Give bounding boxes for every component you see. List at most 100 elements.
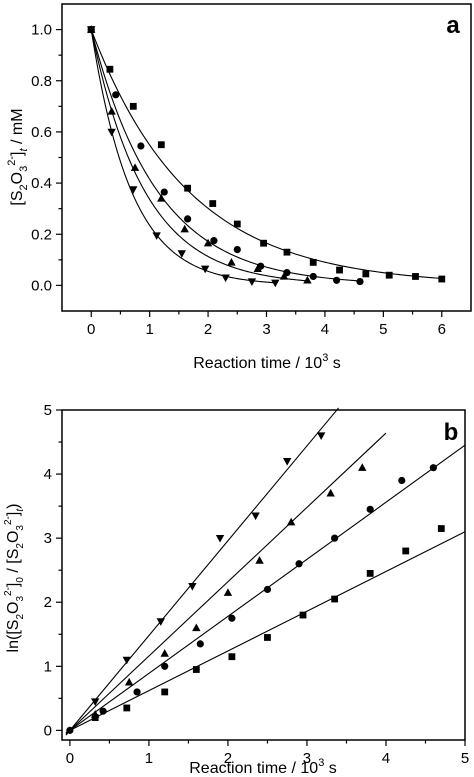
panel-a-point-circle	[233, 246, 241, 254]
panel-a-point-circle	[112, 91, 120, 99]
panel-a-point-circle	[210, 237, 218, 245]
panel-a-plot-frame	[61, 3, 472, 312]
panel-b-point-square	[91, 714, 99, 721]
panel-b-point-square	[264, 634, 271, 641]
panel-a-point-triangle-down	[87, 26, 96, 34]
panel-b-point-circle	[161, 662, 169, 670]
panel-b-point-triangle-up	[286, 517, 296, 526]
panel-b-y-axis-label: ln([S2O32-]0 / [S2O32-]t)	[3, 504, 26, 653]
panel-b-point-triangle-up	[326, 488, 335, 497]
panel-a-x-tick-label: 2	[204, 321, 212, 338]
panel-b-point-triangle-down	[156, 618, 165, 626]
panel-a-point-square	[309, 258, 317, 266]
panel-b-x-tick-label: 1	[145, 750, 153, 767]
panel-b-point-triangle-up	[223, 588, 233, 596]
panel-b-point-circle	[99, 707, 107, 715]
panel-a-point-triangle-up	[107, 107, 116, 115]
panel-a-data-points	[87, 25, 446, 288]
panel-a-point-triangle-down	[107, 128, 116, 137]
panel-a-fit-triangle-down	[90, 29, 276, 284]
panel-b-point-triangle-down	[122, 656, 131, 665]
panel-a-x-axis-label: Reaction time / 103 s	[193, 352, 341, 372]
panel-b-ticks: 0 1 2 3 4 5 0 1 2 3 4 5	[44, 402, 470, 767]
panel-b-x-tick-label: 5	[461, 750, 469, 767]
panel-b-point-triangle-up	[160, 649, 169, 657]
panel-b-x-axis-label: Reaction time / 103 s	[189, 757, 337, 777]
panel-b-point-circle	[196, 640, 204, 648]
panel-a-point-circle	[184, 215, 192, 223]
panel-a-y-tick-label: 0.6	[31, 124, 52, 141]
panel-a-label: a	[446, 12, 460, 39]
panel-b-point-square	[228, 653, 236, 661]
panel-a-point-square	[385, 271, 393, 279]
panel-a-x-tick-label: 1	[145, 321, 153, 338]
panel-b-point-circle	[263, 585, 272, 594]
panel-a-point-triangle-up	[130, 163, 140, 171]
panel-b-point-square	[123, 704, 131, 712]
panel-b-label: b	[444, 419, 459, 446]
panel-b-y-tick-label: 0	[44, 722, 52, 739]
panel-a-point-square	[260, 239, 267, 247]
panel-a-point-circle	[160, 188, 168, 196]
panel-a-y-tick-label: 0.0	[31, 277, 52, 294]
panel-a-point-circle	[137, 142, 145, 150]
panel-b-point-triangle-up	[192, 623, 201, 632]
panel-b-point-circle	[228, 614, 236, 622]
panel-b-point-square	[299, 611, 307, 619]
panel-a-point-triangle-up	[227, 257, 236, 266]
panel-a-point-triangle-down	[152, 232, 161, 240]
panel-b-point-triangle-down	[251, 512, 260, 521]
panel-a-x-tick-label: 5	[379, 321, 387, 338]
panel-b-fit-triangle-down	[65, 407, 339, 736]
panel-a-point-circle	[309, 272, 317, 281]
panel-b-y-tick-label: 2	[44, 594, 52, 611]
panel-a-point-square	[283, 248, 291, 256]
panel-a-chart: 0 1 2 3 4 5 6 0.0 0.2 0.4 0.6 0.8 1.0 a Reaction tim…	[6, 3, 472, 372]
panel-a-point-triangle-down	[177, 250, 186, 258]
panel-b-point-triangle-up	[124, 677, 134, 686]
panel-b-point-circle	[133, 688, 141, 696]
panel-b-point-square	[366, 569, 374, 577]
panel-b-point-square	[402, 547, 410, 555]
panel-a-x-tick-label: 0	[87, 321, 95, 338]
panel-a-x-tick-label: 3	[262, 321, 270, 338]
panel-b-fit-triangle-up	[65, 432, 387, 735]
panel-b-y-tick-label: 3	[44, 530, 52, 547]
panel-b-point-square	[192, 666, 200, 673]
panel-b-y-tick-label: 1	[44, 658, 52, 675]
panel-b-point-square	[161, 688, 169, 696]
panel-b-point-circle	[66, 726, 74, 734]
panel-b-point-triangle-down	[90, 698, 100, 706]
panel-b-point-square	[331, 595, 339, 603]
panel-b-point-circle	[331, 534, 339, 542]
panel-b-point-circle	[429, 464, 437, 472]
panel-a-y-tick-label: 0.4	[31, 175, 52, 192]
panel-b-point-triangle-down	[283, 458, 292, 466]
panel-b-x-tick-label: 3	[303, 750, 311, 767]
panel-a-point-square	[184, 184, 192, 192]
panel-a-point-square	[157, 141, 165, 149]
panel-a-point-square	[209, 200, 217, 207]
panel-b-point-triangle-down	[316, 432, 326, 441]
panel-b-data-points	[66, 432, 445, 734]
panel-a-fit-circle	[90, 29, 361, 282]
panel-a-point-square	[129, 102, 137, 110]
panel-b-point-circle	[366, 505, 374, 513]
panel-a-point-triangle-down	[247, 278, 257, 286]
panel-b-y-tick-label: 4	[44, 466, 52, 483]
panel-a-y-axis-label: [S2O32-]t / mM	[6, 108, 30, 205]
panel-a-point-circle	[333, 276, 341, 284]
panel-b-point-triangle-down	[215, 534, 225, 543]
panel-a-ticks: 0 1 2 3 4 5 6 0.0 0.2 0.4 0.6 0.8 1.0	[31, 22, 446, 338]
panel-a-point-circle	[356, 277, 364, 286]
panel-a-point-square	[336, 266, 343, 274]
panel-b-plot-frame	[61, 409, 466, 741]
panel-a-point-triangle-down	[129, 186, 138, 194]
panel-a-x-tick-label: 4	[321, 321, 329, 338]
panel-b-fit-lines	[65, 407, 466, 736]
panel-b-point-triangle-up	[255, 556, 264, 564]
panel-a-point-triangle-up	[203, 238, 213, 247]
panel-a-point-triangle-down	[200, 265, 210, 274]
panel-a-point-triangle-up	[157, 194, 166, 202]
panel-a-point-triangle-down	[221, 274, 230, 283]
